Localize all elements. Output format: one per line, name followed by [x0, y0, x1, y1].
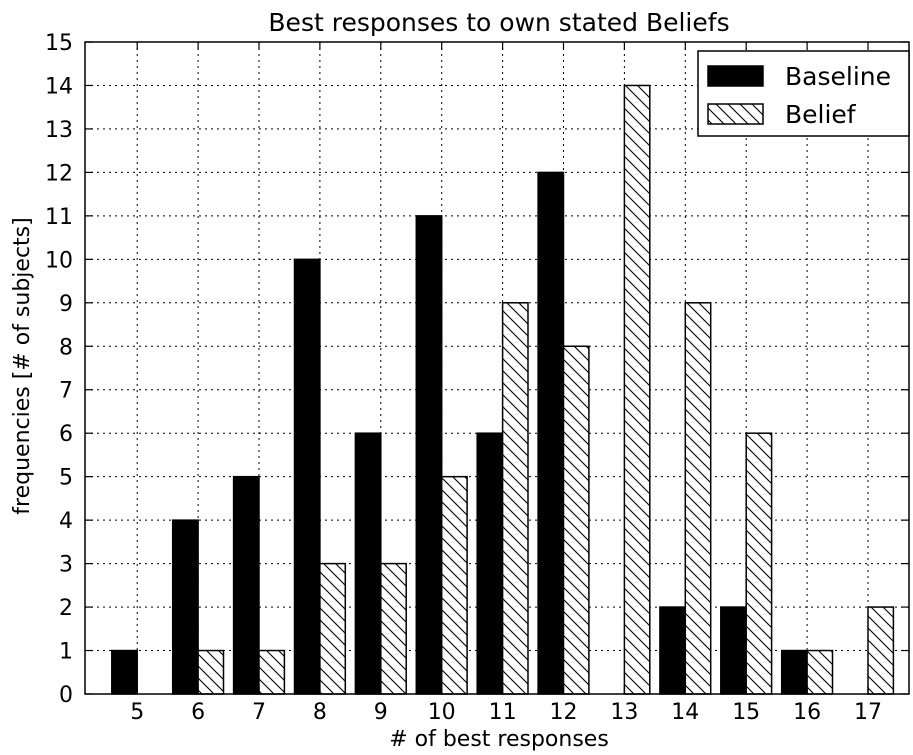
bar-baseline	[537, 171, 565, 695]
x-tick-label: 14	[671, 700, 699, 725]
bar-belief	[197, 649, 225, 695]
y-tick-label: 9	[59, 292, 73, 317]
bar-belief	[745, 432, 773, 695]
bar-belief	[623, 84, 651, 695]
y-tick-label: 14	[45, 74, 73, 99]
x-tick-label: 6	[191, 700, 205, 725]
legend-swatch-baseline	[707, 65, 764, 87]
bar-baseline	[659, 606, 687, 695]
bar-belief	[562, 345, 590, 695]
bar-baseline	[720, 606, 747, 695]
x-tick-label: 8	[313, 700, 327, 725]
x-axis-label: # of best responses	[389, 727, 609, 751]
x-tick-label: 11	[489, 700, 517, 725]
bar-baseline	[232, 475, 260, 695]
axes	[84, 41, 910, 695]
x-tick-label: 17	[854, 700, 882, 725]
bar-baseline	[111, 649, 138, 695]
y-tick-label: 4	[59, 509, 73, 534]
bar-baseline	[171, 519, 199, 695]
bar-baseline	[354, 432, 382, 695]
bar-belief	[501, 302, 529, 695]
legend: Baseline Belief	[697, 50, 910, 137]
y-tick-label: 1	[59, 640, 73, 665]
y-tick-label: 7	[59, 379, 73, 404]
y-tick-label: 10	[45, 248, 73, 273]
y-tick-label: 12	[45, 161, 73, 186]
legend-label-belief: Belief	[785, 100, 857, 129]
bar-belief	[319, 562, 347, 695]
x-tick-label: 13	[610, 700, 638, 725]
bar-belief	[684, 302, 712, 695]
chart-title: Best responses to own stated Beliefs	[268, 8, 729, 37]
y-tick-label: 11	[45, 205, 73, 230]
x-tick-label: 12	[550, 700, 578, 725]
bar-belief	[440, 475, 468, 695]
x-tick-label: 9	[374, 700, 388, 725]
bar-baseline	[780, 649, 808, 695]
y-tick-label: 0	[59, 683, 73, 708]
x-tick-label: 7	[252, 700, 266, 725]
y-tick-label: 6	[59, 422, 73, 447]
y-tick-label: 2	[59, 596, 73, 621]
bars	[111, 84, 895, 695]
x-tick-label: 5	[130, 700, 144, 725]
y-tick-label: 15	[45, 31, 73, 56]
y-tick-label: 3	[59, 553, 73, 578]
bar-belief	[867, 606, 895, 695]
x-tick-label: 16	[793, 700, 821, 725]
bar-baseline	[293, 258, 321, 695]
plot-frame	[84, 41, 910, 695]
legend-swatch-belief	[707, 103, 764, 125]
y-tick-label: 8	[59, 335, 73, 360]
y-tick-label: 13	[45, 118, 73, 143]
bar-baseline	[476, 432, 504, 695]
bar-baseline	[415, 215, 443, 695]
x-tick-label: 10	[428, 700, 456, 725]
bar-belief	[258, 649, 286, 695]
x-tick-label: 15	[732, 700, 760, 725]
legend-label-baseline: Baseline	[785, 62, 891, 91]
bar-belief	[380, 562, 407, 695]
y-tick-label: 5	[59, 466, 73, 491]
bar-belief	[806, 649, 834, 695]
y-axis-label: frequencies [# of subjects]	[10, 217, 35, 514]
